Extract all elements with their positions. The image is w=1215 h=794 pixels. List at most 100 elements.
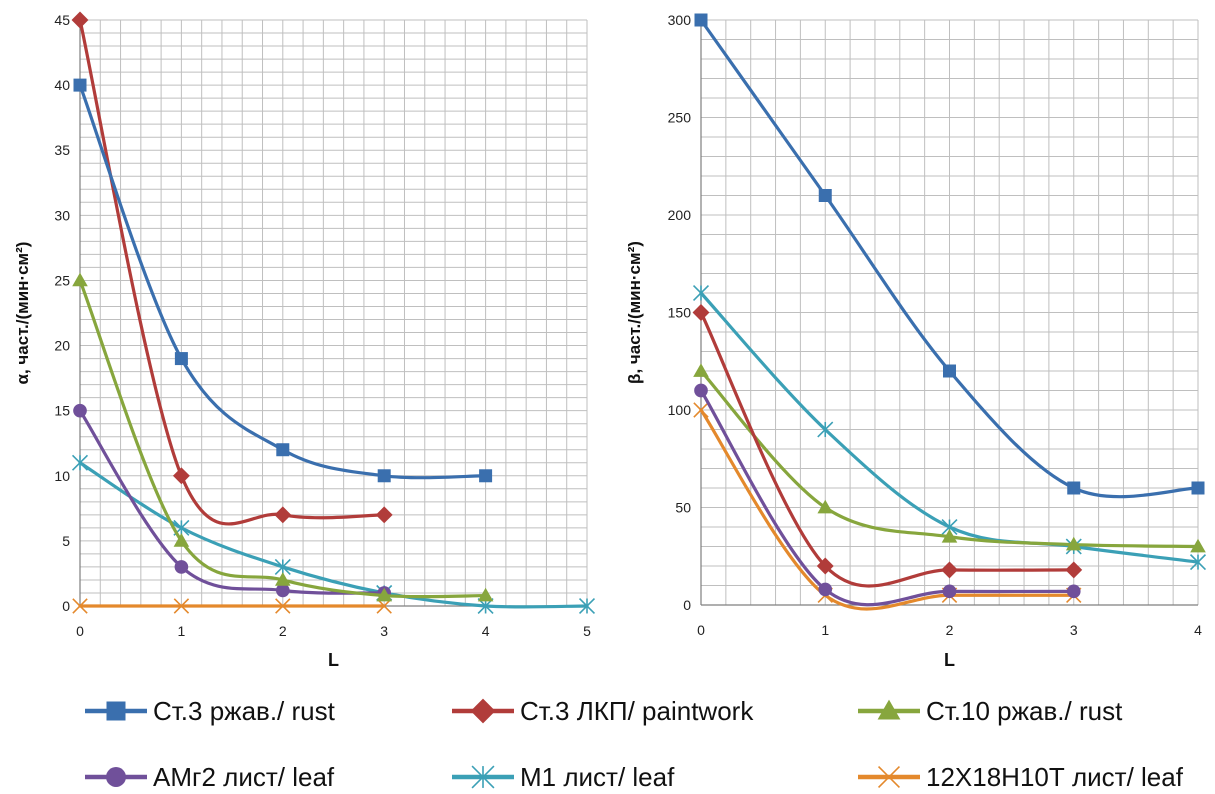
- beta-x-tick-label: 0: [697, 622, 705, 638]
- alpha-data-point: [479, 469, 493, 483]
- alpha-data-point: [276, 443, 290, 457]
- beta-x-tick-label: 4: [1194, 622, 1202, 638]
- alpha-series-line: [78, 83, 488, 480]
- legend-item: 12Х18Н10Т лист/ leaf: [858, 762, 1184, 792]
- alpha-y-tick-label: 45: [54, 12, 70, 28]
- legend-item: Ст.10 ржав./ rust: [858, 696, 1123, 726]
- beta-y-tick-label: 150: [668, 305, 692, 321]
- alpha-data-point: [173, 598, 190, 614]
- alpha-data-point: [71, 11, 89, 29]
- legend-item: Ст.3 ЛКП/ paintwork: [452, 696, 754, 726]
- alpha-data-point: [275, 598, 291, 614]
- beta-data-point: [1066, 584, 1081, 599]
- alpha-data-point: [173, 533, 190, 547]
- beta-x-tick-label: 2: [946, 622, 954, 638]
- alpha-series-line: [78, 278, 488, 599]
- alpha-data-point: [578, 597, 596, 615]
- beta-data-point: [694, 383, 708, 398]
- alpha-x-axis-title: L: [328, 650, 339, 670]
- alpha-data-point: [376, 587, 392, 602]
- alpha-x-tick-label: 3: [380, 623, 388, 639]
- alpha-y-axis-title: α, част./(мин·см²): [13, 242, 32, 385]
- beta-x-axis-title: L: [944, 650, 955, 670]
- alpha-data-point: [274, 506, 292, 524]
- alpha-data-point: [174, 352, 188, 366]
- beta-x-tick-label: 1: [821, 622, 829, 638]
- beta-series-line: [699, 388, 1076, 607]
- beta-data-point: [1189, 554, 1207, 571]
- alpha-y-tick-label: 25: [54, 272, 70, 288]
- legend: Ст.3 ржав./ rust Ст.3 ЛКП/ paintwork Ст.10…: [85, 696, 1184, 792]
- alpha-y-tick-label: 35: [54, 142, 70, 158]
- beta-data-point: [693, 363, 709, 377]
- alpha-series-line: [78, 18, 386, 526]
- beta-y-tick-label: 0: [683, 597, 691, 613]
- legend-item: Ст.3 ржав./ rust: [85, 696, 336, 726]
- legend-label: М1 лист/ leaf: [520, 762, 675, 792]
- beta-chart: 0 1 2 3 4 0 50 100 150 200 250 300 Lβ, част./(мин·см…: [625, 12, 1207, 670]
- legend-label: Ст.10 ржав./ rust: [926, 696, 1123, 726]
- beta-y-tick-label: 200: [668, 207, 692, 223]
- alpha-x-tick-label: 1: [178, 623, 186, 639]
- beta-data-point: [1065, 561, 1083, 579]
- alpha-series-1: [73, 78, 493, 483]
- alpha-data-point: [377, 469, 391, 483]
- alpha-grid: [79, 19, 588, 607]
- beta-data-point: [693, 402, 709, 418]
- beta-data-point: [1190, 538, 1206, 553]
- legend-label: Ст.3 ржав./ rust: [153, 696, 336, 726]
- beta-series-line: [699, 291, 1200, 564]
- beta-data-point: [1067, 481, 1081, 495]
- beta-grid: [700, 19, 1199, 606]
- beta-series-line: [699, 408, 1076, 611]
- beta-series-3: [693, 363, 1206, 553]
- beta-series-2: [692, 304, 1083, 588]
- alpha-data-point: [72, 598, 88, 614]
- beta-series-line: [699, 310, 1076, 588]
- alpha-data-point: [72, 272, 88, 287]
- beta-data-point: [941, 561, 958, 579]
- alpha-y-tick-label: 0: [62, 598, 70, 614]
- alpha-data-point: [172, 467, 190, 485]
- legend-item: АМг2 лист/ leaf: [85, 762, 335, 792]
- alpha-x-tick-label: 4: [482, 623, 490, 639]
- alpha-x-tick-label: 5: [583, 623, 591, 639]
- legend-marker-circle: [106, 767, 126, 787]
- beta-data-point: [818, 582, 833, 597]
- alpha-data-point: [275, 583, 290, 598]
- beta-data-point: [694, 13, 708, 27]
- beta-data-point: [1191, 481, 1205, 495]
- beta-x-tick-label: 3: [1070, 622, 1078, 638]
- alpha-data-point: [274, 558, 291, 575]
- beta-data-point: [941, 528, 958, 543]
- legend-marker-diamond: [470, 698, 496, 724]
- beta-data-point: [817, 499, 834, 514]
- beta-y-tick-label: 50: [675, 500, 691, 516]
- beta-y-tick-label: 100: [668, 402, 692, 418]
- alpha-x-tick-label: 0: [76, 623, 84, 639]
- beta-data-point: [817, 421, 834, 438]
- beta-y-tick-label: 250: [668, 110, 692, 126]
- alpha-y-tick-label: 15: [54, 403, 70, 419]
- legend-label: Ст.3 ЛКП/ paintwork: [520, 696, 754, 726]
- alpha-y-tick-label: 40: [54, 77, 70, 93]
- alpha-data-point: [275, 572, 291, 586]
- legend-marker-cross: [877, 765, 901, 789]
- alpha-data-point: [71, 454, 89, 471]
- beta-y-axis-title: β, част./(мин·см²): [625, 241, 644, 384]
- alpha-data-point: [174, 560, 189, 574]
- beta-data-point: [692, 304, 710, 321]
- beta-data-point: [943, 364, 956, 378]
- alpha-data-point: [73, 403, 87, 418]
- beta-data-point: [1065, 536, 1082, 551]
- legend-label: 12Х18Н10Т лист/ leaf: [926, 762, 1184, 792]
- beta-series-1: [694, 13, 1205, 499]
- beta-data-point: [942, 584, 957, 599]
- alpha-data-point: [375, 506, 393, 524]
- beta-data-point: [692, 284, 710, 302]
- beta-series-line: [699, 18, 1200, 499]
- alpha-series-line: [78, 409, 386, 595]
- beta-series-4: [694, 383, 1081, 607]
